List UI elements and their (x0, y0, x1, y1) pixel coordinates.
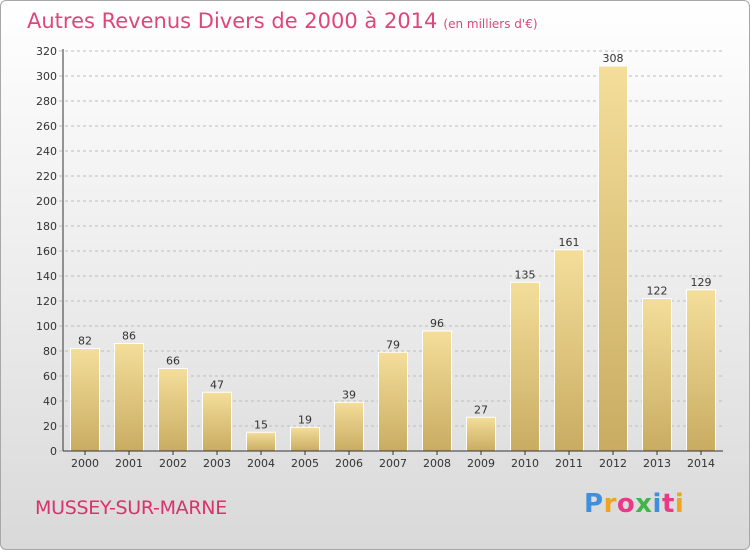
bar (598, 65, 628, 452)
bar-value-label: 135 (515, 268, 536, 281)
chart-title: Autres Revenus Divers de 2000 à 2014 (en … (27, 9, 538, 33)
bar (466, 416, 496, 452)
bar (510, 281, 540, 452)
logo-letter: i (652, 489, 662, 519)
x-tick-label: 2000 (71, 457, 99, 470)
x-axis-tick-labels: 2000 2001 2002 2003 2004 2005 2006 2007 2008 2009… (71, 451, 715, 470)
bar (422, 330, 452, 452)
bar (114, 343, 144, 452)
bar-value-label: 86 (122, 330, 136, 343)
bar (642, 298, 672, 452)
bar-value-label: 96 (430, 317, 444, 330)
bar (70, 348, 100, 452)
logo-letter: t (661, 489, 675, 519)
x-tick-label: 2006 (335, 457, 363, 470)
y-axis-tick-labels: 0 20 40 60 80 100 120 140 160 180 200 220 240 260 280 3… (36, 45, 57, 458)
y-tick-label: 260 (36, 120, 57, 133)
logo-letter: x (635, 489, 653, 519)
y-tick-label: 160 (36, 245, 57, 258)
bar-value-label: 27 (474, 403, 488, 416)
bar-value-label: 161 (559, 236, 580, 249)
y-tick-label: 280 (36, 95, 57, 108)
y-tick-label: 300 (36, 70, 57, 83)
bar-value-label: 15 (254, 418, 268, 431)
x-tick-label: 2011 (555, 457, 583, 470)
y-tick-label: 180 (36, 220, 57, 233)
y-tick-label: 220 (36, 170, 57, 183)
bar-value-label: 79 (386, 338, 400, 351)
bar-value-label: 19 (298, 413, 312, 426)
x-tick-label: 2004 (247, 457, 275, 470)
x-tick-label: 2001 (115, 457, 143, 470)
bar-value-label: 308 (603, 52, 624, 65)
logo-letter: P (584, 489, 604, 519)
bar (554, 249, 584, 452)
x-tick-label: 2010 (511, 457, 539, 470)
bar-value-label: 122 (647, 285, 668, 298)
bar-value-label: 47 (210, 378, 224, 391)
location-name: MUSSEY-SUR-MARNE (35, 497, 227, 519)
bar-value-label: 66 (166, 355, 180, 368)
proxiti-logo[interactable]: Proxiti (584, 489, 684, 519)
y-tick-label: 100 (36, 320, 57, 333)
y-tick-label: 80 (43, 345, 57, 358)
y-tick-label: 40 (43, 395, 57, 408)
bar (202, 391, 232, 452)
bar (686, 289, 716, 452)
y-tick-label: 200 (36, 195, 57, 208)
logo-letter: o (616, 489, 636, 519)
bar (378, 351, 408, 452)
x-tick-label: 2009 (467, 457, 495, 470)
bar (334, 401, 364, 452)
x-tick-label: 2002 (159, 457, 187, 470)
y-tick-label: 240 (36, 145, 57, 158)
x-tick-label: 2008 (423, 457, 451, 470)
x-tick-label: 2012 (599, 457, 627, 470)
bar-value-label: 39 (342, 388, 356, 401)
y-tick-label: 60 (43, 370, 57, 383)
chart-unit: (en milliers d'€) (443, 17, 538, 31)
logo-letter: r (603, 489, 617, 519)
logo-letter: i (674, 489, 685, 519)
y-tick-label: 140 (36, 270, 57, 283)
bar (290, 426, 320, 452)
y-tick-label: 0 (50, 445, 57, 458)
x-tick-label: 2005 (291, 457, 319, 470)
axes (62, 49, 723, 452)
x-tick-label: 2007 (379, 457, 407, 470)
bar (246, 431, 276, 452)
bar-value-labels: 82 86 66 47 15 19 39 79 96 27 135 161 308 122 129 (78, 52, 712, 431)
bar-value-label: 82 (78, 335, 92, 348)
bar-value-label: 129 (691, 276, 712, 289)
bar (158, 368, 188, 452)
x-tick-label: 2014 (687, 457, 715, 470)
x-tick-label: 2013 (643, 457, 671, 470)
chart-title-text: Autres Revenus Divers de 2000 à 2014 (27, 9, 438, 33)
y-tick-label: 20 (43, 420, 57, 433)
y-tick-label: 120 (36, 295, 57, 308)
y-tick-label: 320 (36, 45, 57, 58)
bars (70, 65, 716, 452)
x-tick-label: 2003 (203, 457, 231, 470)
